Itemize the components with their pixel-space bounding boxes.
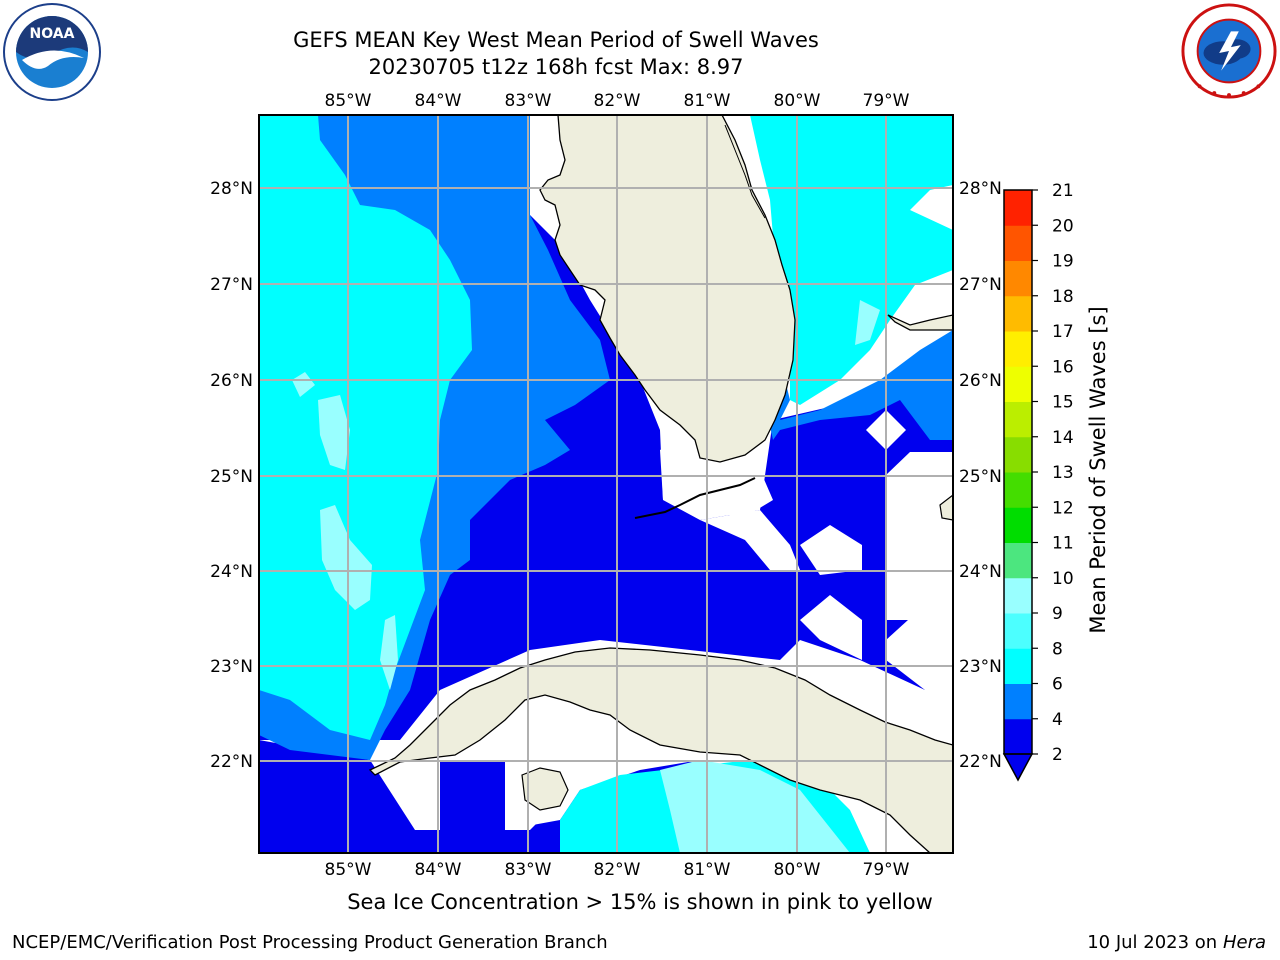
lon-labels-bottom: 85°W 84°W 83°W 82°W 81°W 80°W 79°W <box>325 860 910 880</box>
colorbar-tick-label: 4 <box>1052 710 1063 730</box>
colorbar-tick-label: 14 <box>1052 428 1074 448</box>
swell-band-6-8 <box>259 115 472 740</box>
colorbar-tick-label: 16 <box>1052 357 1074 377</box>
colorbar-segment <box>1004 683 1032 720</box>
land-florida <box>539 115 796 463</box>
colorbar-tick-label: 13 <box>1052 463 1074 483</box>
colorbar-segment <box>1004 401 1032 438</box>
lon-label: 84°W <box>415 860 462 880</box>
colorbar-tick-label: 15 <box>1052 393 1074 413</box>
lon-label: 82°W <box>594 860 641 880</box>
map-field <box>259 115 953 853</box>
noaa-logo: NOAA <box>3 3 101 101</box>
nws-logo <box>1181 3 1277 99</box>
lat-label: 25°N <box>959 467 1002 487</box>
colorbar-segment <box>1004 331 1032 367</box>
colorbar-tick-label: 11 <box>1052 534 1074 554</box>
lon-label: 82°W <box>594 91 641 111</box>
lon-label: 79°W <box>863 860 910 880</box>
noaa-logo-text: NOAA <box>30 26 75 42</box>
lon-label: 81°W <box>684 91 731 111</box>
swell-band-8-9 <box>318 395 350 470</box>
colorbar-segment <box>1004 648 1032 684</box>
lon-label: 81°W <box>684 860 731 880</box>
colorbar-tick-label: 6 <box>1052 675 1063 695</box>
colorbar-segment <box>1004 260 1032 297</box>
lat-labels-right: 28°N 27°N 26°N 25°N 24°N 23°N 22°N <box>959 179 1002 772</box>
map-title: GEFS MEAN Key West Mean Period of Swell … <box>293 28 819 52</box>
lon-label: 79°W <box>863 91 910 111</box>
colorbar-extend-arrow <box>1002 753 1034 782</box>
colorbar-segment <box>1004 507 1032 543</box>
colorbar-tick-label: 8 <box>1052 639 1063 659</box>
sea-ice-note: Sea Ice Concentration > 15% is shown in … <box>347 890 933 914</box>
colorbar-segment <box>1004 577 1032 614</box>
map-gridlines <box>259 115 953 853</box>
colorbar-tick-label: 20 <box>1052 216 1074 236</box>
footer-date-text: 10 Jul 2023 on <box>1087 932 1223 953</box>
colorbar-tick-label: 12 <box>1052 498 1074 518</box>
colorbar-segment <box>1004 366 1032 402</box>
land-cuba <box>368 647 953 853</box>
colorbar-segment <box>1004 190 1032 226</box>
colorbar-tick-label: 10 <box>1052 569 1074 589</box>
colorbar-segment <box>1004 472 1032 508</box>
lon-label: 85°W <box>325 91 372 111</box>
lat-label: 27°N <box>959 275 1002 295</box>
lon-label: 85°W <box>325 860 372 880</box>
lon-label: 83°W <box>505 91 552 111</box>
colorbar-tick-label: 19 <box>1052 252 1074 272</box>
map-subtitle: 20230705 t12z 168h fcst Max: 8.97 <box>368 55 744 79</box>
lat-label: 25°N <box>210 467 253 487</box>
lat-label: 24°N <box>210 562 253 582</box>
colorbar-label: Mean Period of Swell Waves [s] <box>1086 306 1110 634</box>
lat-label: 23°N <box>959 657 1002 677</box>
lon-label: 80°W <box>774 91 821 111</box>
colorbar-tick-label: 9 <box>1052 604 1063 624</box>
footer-branch: NCEP/EMC/Verification Post Processing Pr… <box>12 932 608 953</box>
footer-date: 10 Jul 2023 on Hera <box>1087 932 1266 953</box>
lon-label: 83°W <box>505 860 552 880</box>
lat-label: 26°N <box>210 371 253 391</box>
colorbar-segment <box>1004 225 1032 261</box>
colorbar-segment <box>1004 718 1032 755</box>
lon-labels-top: 85°W 84°W 83°W 82°W 81°W 80°W 79°W <box>325 91 910 111</box>
colorbar-tick-label: 18 <box>1052 287 1074 307</box>
lat-label: 22°N <box>210 752 253 772</box>
lat-label: 23°N <box>210 657 253 677</box>
colorbar-segment <box>1004 295 1032 332</box>
colorbar-tick-label: 17 <box>1052 322 1074 342</box>
footer-machine: Hera <box>1222 932 1266 953</box>
colorbar: 2 4 6 8 9 10 11 12 13 14 15 16 17 18 19 20 21 <box>1002 181 1074 782</box>
map-frame <box>258 114 954 854</box>
lon-label: 84°W <box>415 91 462 111</box>
lat-label: 27°N <box>210 275 253 295</box>
colorbar-segment <box>1004 613 1032 649</box>
lat-label: 24°N <box>959 562 1002 582</box>
colorbar-tick-label: 2 <box>1052 745 1063 765</box>
lat-label: 28°N <box>210 179 253 199</box>
lat-label: 28°N <box>959 179 1002 199</box>
lat-labels-left: 28°N 27°N 26°N 25°N 24°N 23°N 22°N <box>210 179 253 772</box>
colorbar-tick-label: 21 <box>1052 181 1074 201</box>
colorbar-segment <box>1004 542 1032 579</box>
colorbar-segment <box>1004 436 1032 473</box>
lat-label: 26°N <box>959 371 1002 391</box>
lon-label: 80°W <box>774 860 821 880</box>
lat-label: 22°N <box>959 752 1002 772</box>
